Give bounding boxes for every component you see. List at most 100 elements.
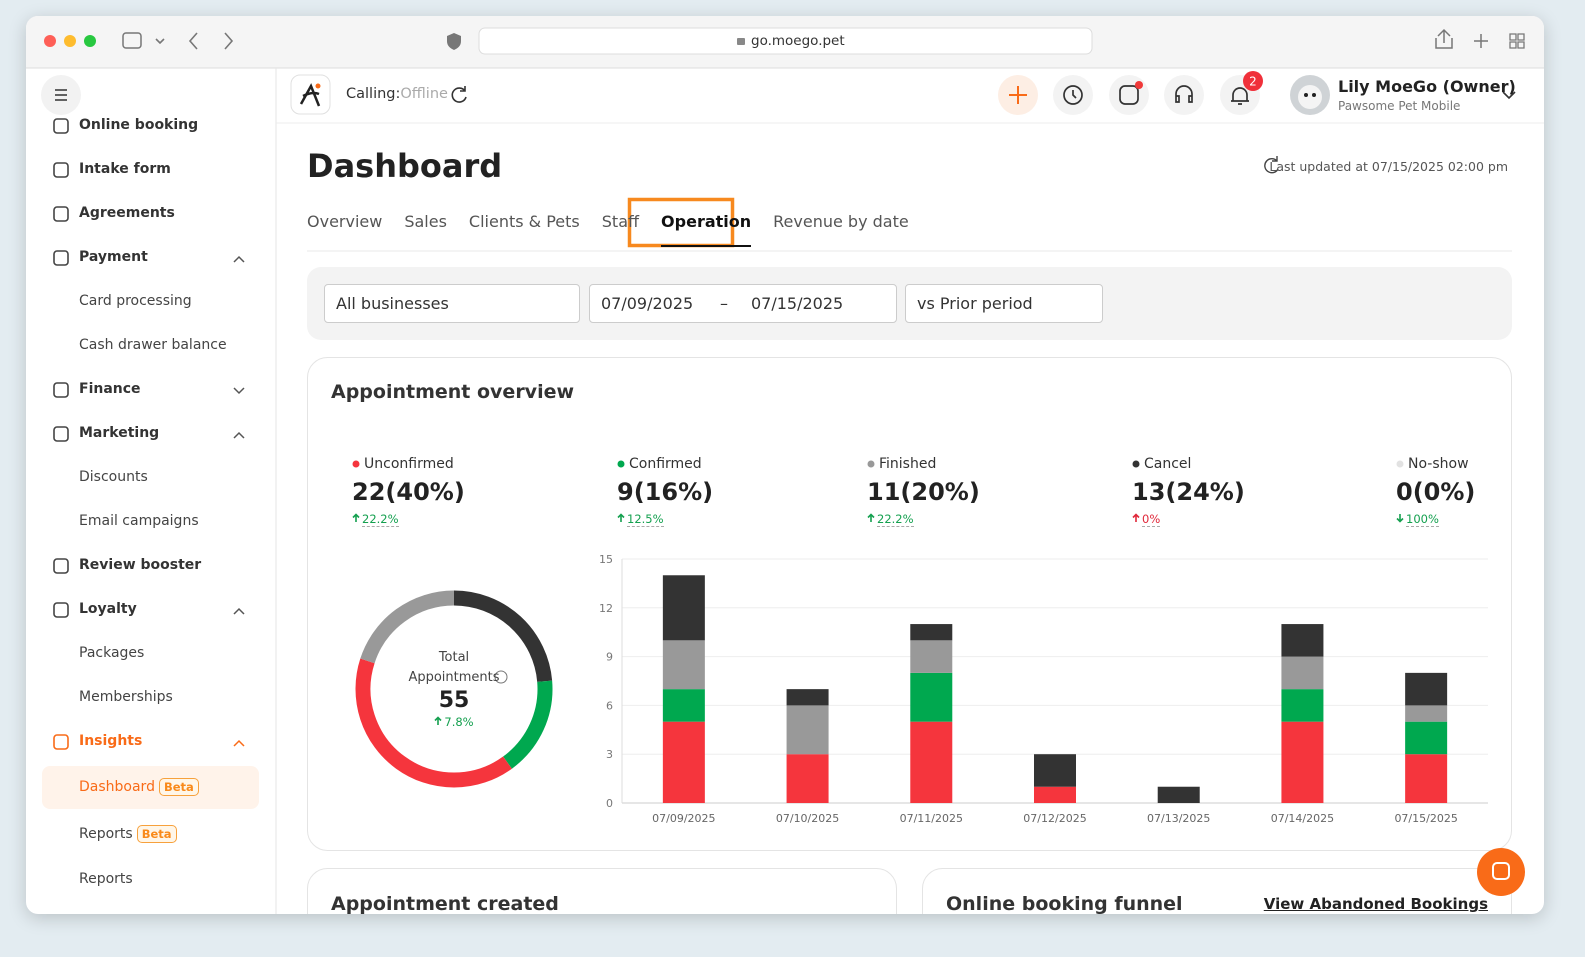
legend-dot bbox=[867, 460, 875, 468]
bar-segment bbox=[1405, 705, 1448, 722]
overview-card bbox=[307, 357, 1512, 851]
sidebar-item[interactable]: Memberships bbox=[42, 677, 259, 720]
sidebar-item[interactable]: Reports Beta bbox=[42, 813, 259, 856]
comparison-select[interactable]: vs Prior period bbox=[905, 284, 1103, 323]
nav-arrows[interactable] bbox=[155, 32, 234, 50]
business-name: Pawsome Pet Mobile bbox=[1338, 99, 1461, 113]
date-range[interactable]: 07/09/2025 – 07/15/2025 bbox=[589, 284, 897, 323]
sidebar-label: Card processing bbox=[79, 293, 192, 309]
refresh[interactable] bbox=[451, 86, 467, 103]
sidebar-item[interactable]: Finance bbox=[42, 369, 259, 412]
sidebar-item[interactable]: Email campaigns bbox=[42, 501, 259, 544]
sidebar-item[interactable]: Online booking bbox=[42, 116, 259, 148]
sidebar-item[interactable]: Marketing bbox=[42, 413, 259, 456]
sidebar-toggle[interactable] bbox=[122, 32, 142, 49]
sidebar-label: Marketing bbox=[79, 425, 160, 441]
support-button[interactable] bbox=[1164, 75, 1204, 115]
sidebar-item[interactable]: Review booster bbox=[42, 545, 259, 588]
sidebar-item[interactable]: Cash drawer balance bbox=[42, 325, 259, 368]
zoom[interactable] bbox=[84, 35, 96, 47]
sidebar-icon bbox=[53, 250, 69, 266]
sidebar-icon bbox=[53, 118, 69, 134]
donut-segment bbox=[355, 658, 512, 788]
bar-segment bbox=[1281, 656, 1324, 690]
calling-label: Calling: bbox=[346, 86, 401, 102]
close[interactable] bbox=[44, 35, 56, 47]
chevron[interactable] bbox=[233, 739, 245, 747]
tab[interactable]: Sales bbox=[404, 212, 447, 231]
badge-count: 2 bbox=[1249, 75, 1257, 89]
bar-segment bbox=[662, 640, 705, 690]
sidebar-label: Reports bbox=[79, 871, 133, 887]
tab[interactable]: Overview bbox=[307, 212, 383, 231]
shield bbox=[447, 33, 461, 50]
sidebar-icon bbox=[53, 162, 69, 178]
sidebar-item[interactable]: Card processing bbox=[42, 281, 259, 324]
bar-segment bbox=[1034, 786, 1076, 803]
sidebar-label: Loyalty bbox=[79, 601, 137, 617]
date-separator: – bbox=[720, 294, 728, 313]
sidebar-item[interactable]: Reports bbox=[42, 859, 259, 902]
stat-total: 9(16%) bbox=[617, 478, 713, 506]
stat-change-value: 100% bbox=[1406, 512, 1439, 527]
chat-button[interactable] bbox=[1477, 848, 1525, 896]
sidebar-item[interactable]: Dashboard Beta bbox=[42, 766, 259, 809]
bar-segment bbox=[1281, 689, 1324, 722]
sync-button[interactable] bbox=[1109, 75, 1149, 115]
x-tick-label: 07/15/2025 bbox=[1394, 812, 1457, 825]
sidebar-item[interactable]: Discounts bbox=[42, 457, 259, 500]
chevron[interactable] bbox=[233, 431, 245, 439]
trend-arrow bbox=[352, 513, 360, 522]
trend-arrow bbox=[434, 716, 442, 725]
bar-segment bbox=[786, 689, 829, 706]
minimize[interactable] bbox=[64, 35, 76, 47]
legend-dot bbox=[352, 460, 360, 468]
x-tick-label: 07/11/2025 bbox=[900, 812, 963, 825]
bar-segment bbox=[662, 721, 705, 803]
bar-segment bbox=[1405, 672, 1448, 706]
sidebar-label: Insights bbox=[79, 733, 143, 749]
sidebar-item[interactable]: Intake form bbox=[42, 149, 259, 192]
sidebar-item[interactable]: Agreements bbox=[42, 193, 259, 236]
stat-change: 22.2% bbox=[352, 508, 399, 527]
abandoned-link[interactable]: View Abandoned Bookings bbox=[1263, 895, 1488, 913]
chevron[interactable] bbox=[233, 255, 245, 263]
bar-segment bbox=[910, 721, 953, 803]
tab[interactable]: Operation bbox=[661, 212, 752, 247]
sidebar-item[interactable]: Loyalty bbox=[42, 589, 259, 632]
x-tick-label: 07/14/2025 bbox=[1271, 812, 1334, 825]
trend-arrow bbox=[617, 513, 625, 522]
beta-badge: Beta bbox=[158, 778, 199, 796]
tab[interactable]: Staff bbox=[601, 212, 640, 231]
url[interactable]: go.moego.pet bbox=[751, 33, 845, 49]
stat-change-value: 0% bbox=[1142, 512, 1161, 527]
sidebar-label: Dashboard Beta bbox=[79, 778, 199, 796]
tab[interactable]: Revenue by date bbox=[773, 212, 909, 231]
sidebar-label: Payment bbox=[79, 249, 148, 265]
chevron[interactable] bbox=[233, 387, 245, 395]
business-select[interactable]: All businesses bbox=[324, 284, 580, 323]
x-tick-label: 07/13/2025 bbox=[1147, 812, 1210, 825]
bar-segment bbox=[1281, 721, 1324, 803]
sidebar-item[interactable]: Insights bbox=[42, 721, 259, 764]
calling-status: Offline bbox=[400, 86, 448, 102]
trend-arrow bbox=[1132, 513, 1140, 522]
stat-change: 12.5% bbox=[617, 508, 664, 527]
y-tick-label: 3 bbox=[606, 748, 613, 761]
sidebar-label: Memberships bbox=[79, 689, 173, 705]
tabs: Overview Sales Clients & Pets Staff Operatio… bbox=[307, 212, 909, 247]
sidebar-icon bbox=[53, 206, 69, 222]
sidebar-item[interactable]: Payment bbox=[42, 237, 259, 280]
sidebar-icon bbox=[53, 426, 69, 442]
sidebar-item[interactable]: Packages bbox=[42, 633, 259, 676]
x-tick-label: 07/12/2025 bbox=[1023, 812, 1086, 825]
beta-badge: Beta bbox=[136, 825, 177, 843]
url-bar[interactable] bbox=[478, 27, 1093, 55]
info-icon bbox=[494, 670, 508, 684]
card-title: Appointment overview bbox=[331, 381, 575, 403]
y-tick-label: 6 bbox=[606, 699, 613, 712]
user-name[interactable]: Lily MoeGo (Owner) bbox=[1338, 77, 1516, 96]
tab[interactable]: Clients & Pets bbox=[468, 212, 580, 231]
trend-arrow bbox=[1396, 514, 1404, 523]
chevron[interactable] bbox=[233, 607, 245, 615]
